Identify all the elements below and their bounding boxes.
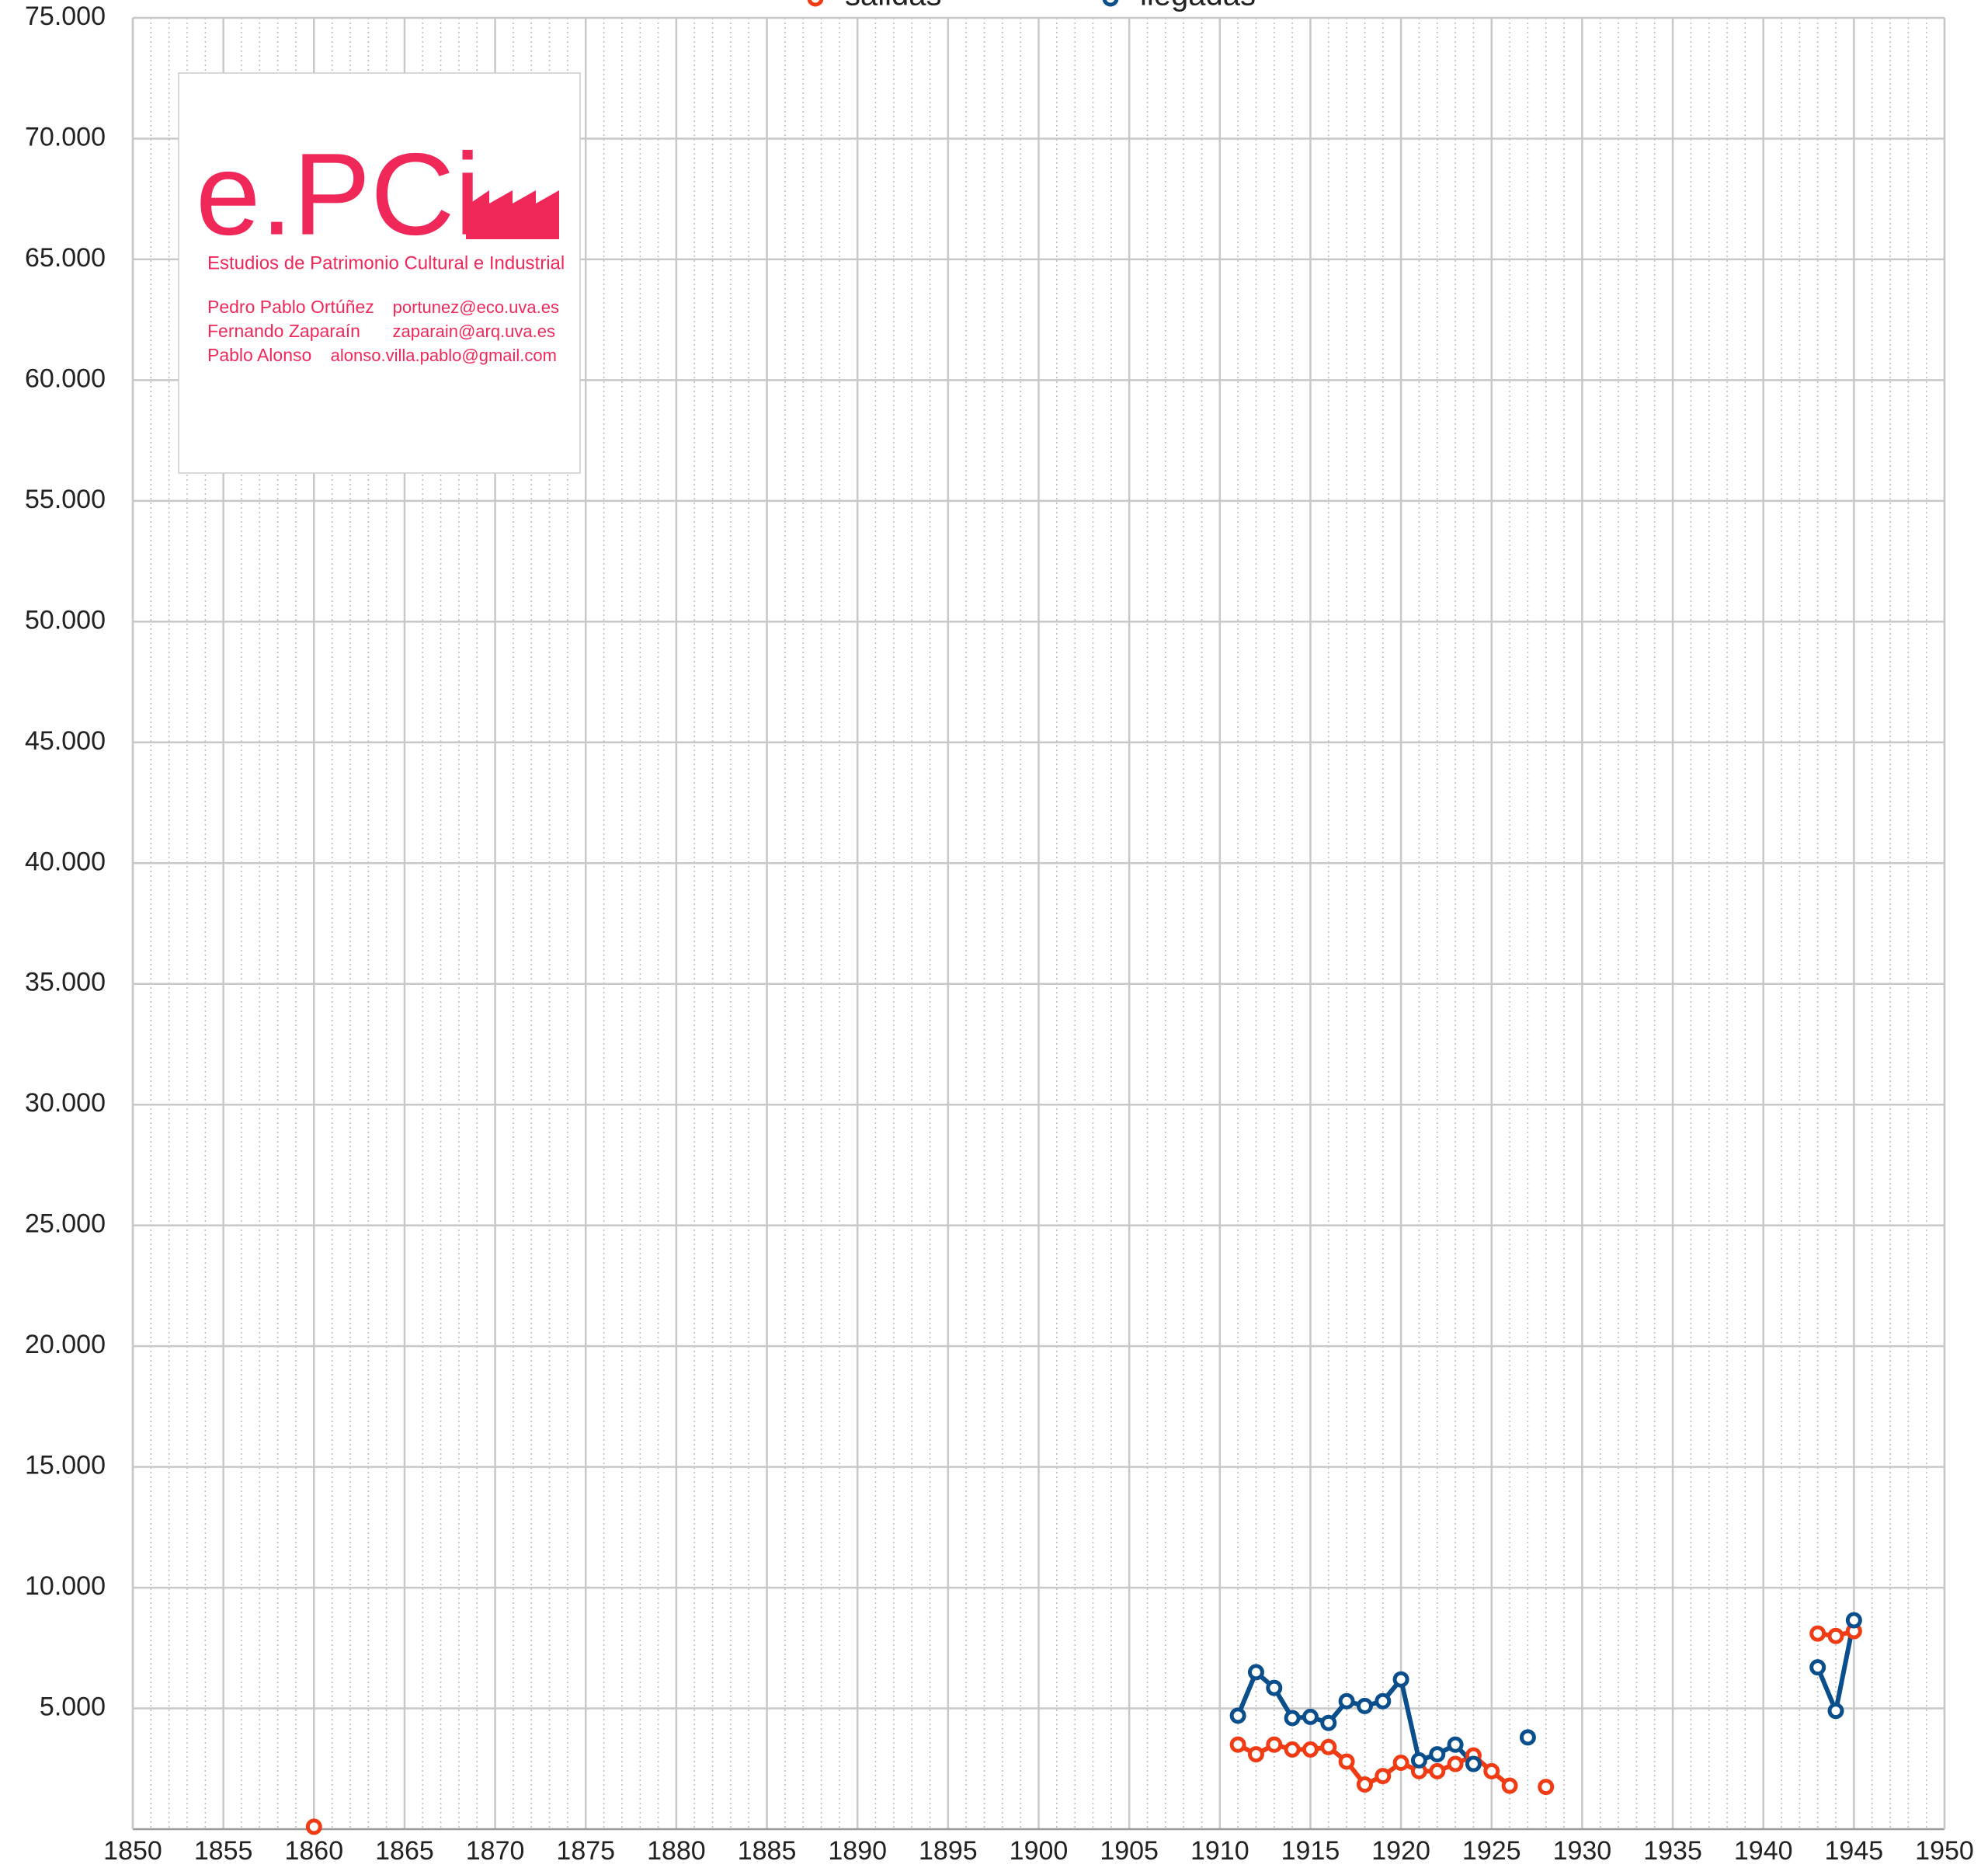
point	[1519, 1729, 1536, 1746]
x-tick-label: 1855	[194, 1836, 253, 1866]
y-tick-label: 40.000	[25, 847, 106, 876]
x-tick-label: 1930	[1553, 1836, 1612, 1866]
x-tick-label: 1910	[1190, 1836, 1249, 1866]
y-tick-label: 35.000	[25, 968, 106, 997]
x-tick-label: 1945	[1825, 1836, 1884, 1866]
point	[1375, 1692, 1392, 1710]
point	[1375, 1768, 1392, 1785]
y-tick-label: 50.000	[25, 605, 106, 635]
x-tick-label: 1915	[1281, 1836, 1340, 1866]
legend-marker	[1102, 0, 1119, 7]
point	[1410, 1751, 1427, 1769]
logo-subtitle: Estudios de Patrimonio Cultural e Indust…	[207, 252, 565, 273]
x-tick-label: 1950	[1915, 1836, 1974, 1866]
x-tick-label: 1895	[919, 1836, 978, 1866]
x-tick-label: 1890	[828, 1836, 887, 1866]
point	[1809, 1659, 1826, 1676]
x-tick-label: 1870	[466, 1836, 525, 1866]
point	[1356, 1776, 1373, 1793]
x-tick-label: 1900	[1010, 1836, 1069, 1866]
point	[1392, 1671, 1409, 1688]
point	[1465, 1755, 1482, 1772]
point	[1338, 1692, 1355, 1710]
x-tick-label: 1865	[375, 1836, 434, 1866]
y-tick-label: 45.000	[25, 726, 106, 756]
contact-name: Pablo Alonso	[207, 345, 311, 365]
logo-box: e.PCi Estudios de Patrimonio Cultural e …	[178, 72, 581, 474]
point	[1302, 1708, 1319, 1725]
point	[1247, 1664, 1264, 1681]
point	[1429, 1746, 1446, 1763]
legend-label: llegadas	[1140, 0, 1256, 12]
point	[1302, 1741, 1319, 1758]
y-tick-label: 30.000	[25, 1088, 106, 1118]
contact-name: Pedro Pablo Ortúñez	[207, 297, 374, 317]
contact-name: Fernando Zaparaín	[207, 321, 360, 341]
contact-email: alonso.villa.pablo@gmail.com	[331, 346, 557, 365]
y-tick-label: 15.000	[25, 1451, 106, 1480]
x-tick-label: 1940	[1734, 1836, 1793, 1866]
y-tick-label: 5.000	[40, 1692, 106, 1722]
point	[1356, 1697, 1373, 1714]
legend-label: salidas	[845, 0, 942, 12]
point	[1320, 1714, 1337, 1731]
x-tick-label: 1850	[103, 1836, 162, 1866]
contact-email: zaparain@arq.uva.es	[393, 322, 555, 341]
point	[1320, 1738, 1337, 1755]
x-tick-label: 1860	[284, 1836, 343, 1866]
point	[1266, 1679, 1283, 1696]
plot	[305, 1612, 1862, 1835]
logo-factory	[466, 175, 559, 239]
point	[1827, 1703, 1844, 1720]
x-tick-label: 1905	[1100, 1836, 1159, 1866]
y-tick-label: 60.000	[25, 364, 106, 393]
point	[1447, 1736, 1464, 1753]
x-tick-label: 1880	[647, 1836, 706, 1866]
x-tick-label: 1935	[1643, 1836, 1702, 1866]
point	[1483, 1762, 1500, 1779]
x-tick-label: 1920	[1371, 1836, 1430, 1866]
point	[1229, 1707, 1246, 1724]
point	[1827, 1627, 1844, 1644]
point	[1538, 1779, 1555, 1796]
point	[1809, 1625, 1826, 1642]
point	[1338, 1753, 1355, 1770]
logo-brand: e.PCi	[196, 129, 481, 259]
point	[1447, 1755, 1464, 1772]
y-tick-label: 55.000	[25, 485, 106, 514]
point	[1284, 1741, 1301, 1758]
point	[1284, 1710, 1301, 1727]
x-tick-label: 1925	[1462, 1836, 1521, 1866]
logo-background	[178, 72, 581, 474]
y-tick-label: 65.000	[25, 243, 106, 273]
y-tick-label: 10.000	[25, 1571, 106, 1601]
y-tick-label: 25.000	[25, 1209, 106, 1239]
x-tick-label: 1885	[738, 1836, 797, 1866]
point	[305, 1818, 322, 1835]
y-tick-label: 20.000	[25, 1330, 106, 1359]
x-tick-label: 1875	[556, 1836, 615, 1866]
point	[1266, 1736, 1283, 1753]
contact-email: portunez@eco.uva.es	[393, 297, 559, 317]
point	[1501, 1777, 1518, 1794]
point	[1247, 1746, 1264, 1763]
point	[1429, 1762, 1446, 1779]
y-tick-label: 70.000	[25, 122, 106, 151]
point	[1845, 1612, 1862, 1629]
legend-marker	[807, 0, 824, 7]
point	[1392, 1754, 1409, 1771]
point	[1229, 1736, 1246, 1753]
y-tick-label: 75.000	[25, 2, 106, 31]
